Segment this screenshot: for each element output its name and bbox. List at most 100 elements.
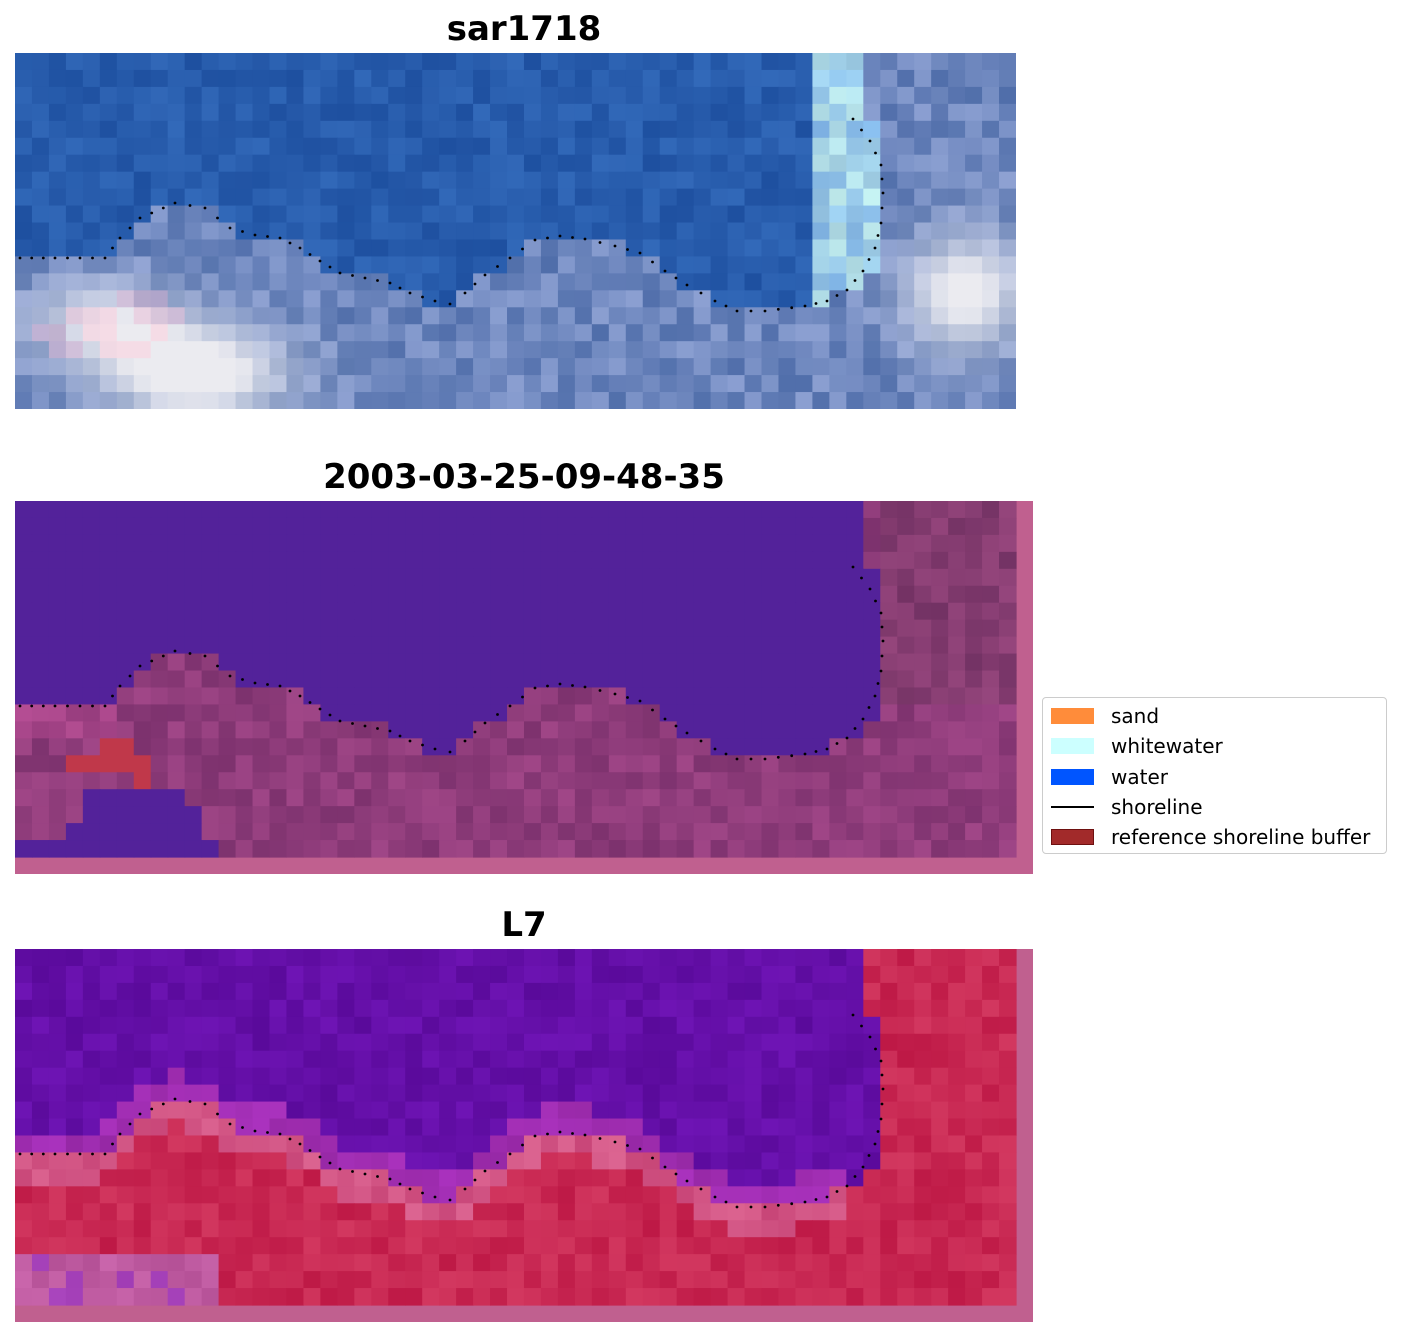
class-pixel: [15, 653, 33, 672]
rgb-pixel: [422, 120, 440, 139]
class-pixel: [303, 551, 321, 570]
rgb-pixel: [676, 273, 695, 291]
class-pixel: [897, 755, 915, 773]
index-pixel: [82, 965, 101, 984]
class-pixel: [574, 551, 593, 570]
rgb-pixel: [625, 103, 644, 122]
rgb-pixel: [863, 358, 881, 376]
class-pixel: [625, 636, 644, 655]
class-pixel: [337, 755, 355, 773]
index-pixel: [999, 965, 1017, 984]
index-pixel: [99, 1033, 118, 1052]
index-pixel: [473, 1237, 491, 1255]
class-pixel: [320, 840, 338, 858]
shoreline-dot: [111, 694, 114, 698]
index-pixel: [829, 1186, 847, 1204]
class-pixel: [523, 501, 542, 519]
index-pixel: [201, 1084, 220, 1103]
index-pixel: [965, 1203, 983, 1221]
class-pixel: [591, 687, 610, 706]
index-pixel: [99, 965, 118, 984]
shoreline-dot: [398, 1182, 402, 1186]
index-pixel: [15, 999, 33, 1018]
class-pixel: [490, 619, 508, 638]
index-pixel: [608, 1271, 627, 1289]
class-pixel: [371, 840, 389, 858]
shoreline-dot: [626, 1144, 629, 1147]
rgb-pixel: [337, 392, 355, 409]
class-pixel: [48, 619, 67, 638]
class-pixel: [507, 670, 525, 689]
rgb-pixel: [761, 222, 780, 241]
shoreline-dot: [161, 206, 165, 210]
class-pixel: [184, 738, 203, 756]
class-pixel: [507, 619, 525, 638]
class-pixel: [608, 585, 627, 604]
class-pixel: [269, 772, 288, 790]
index-pixel: [676, 1016, 695, 1035]
class-pixel: [829, 806, 847, 824]
index-pixel: [591, 1271, 610, 1289]
rgb-pixel: [523, 307, 542, 325]
index-pixel: [48, 1033, 67, 1052]
index-pixel: [15, 1101, 33, 1120]
class-pixel: [320, 772, 338, 790]
class-pixel: [422, 772, 440, 790]
index-pixel: [184, 1152, 203, 1170]
index-pixel: [846, 1135, 864, 1154]
shoreline-dot: [376, 279, 379, 282]
index-pixel: [218, 1203, 237, 1221]
index-pixel: [371, 1050, 389, 1069]
class-pixel: [523, 551, 542, 570]
index-pixel: [303, 1050, 321, 1069]
index-pixel: [405, 1118, 423, 1137]
index-pixel: [625, 1288, 644, 1306]
class-pixel: [914, 806, 932, 824]
rgb-pixel: [540, 69, 559, 88]
index-pixel: [999, 1101, 1017, 1120]
class-pixel: [218, 670, 237, 689]
index-pixel: [456, 1084, 474, 1103]
class-pixel: [218, 501, 237, 519]
rgb-pixel: [99, 86, 118, 105]
index-pixel: [150, 1135, 169, 1154]
shoreline-dot: [613, 244, 617, 248]
shoreline-dot: [546, 684, 549, 688]
rgb-pixel: [676, 188, 695, 207]
index-pixel: [167, 1203, 186, 1221]
rgb-pixel: [829, 358, 847, 376]
index-pixel: [965, 1169, 983, 1187]
class-pixel: [303, 534, 321, 553]
class-pixel: [99, 534, 118, 553]
class-pixel: [201, 501, 220, 519]
class-pixel: [608, 687, 627, 706]
class-pixel: [218, 721, 237, 739]
index-pixel: [931, 1203, 949, 1221]
class-pixel: [863, 704, 881, 722]
rgb-pixel: [965, 205, 983, 224]
shoreline-dot: [713, 1195, 717, 1199]
rgb-pixel: [303, 324, 321, 342]
index-pixel: [897, 1067, 915, 1086]
rgb-pixel: [354, 307, 372, 325]
rgb-pixel: [812, 171, 830, 190]
class-pixel: [897, 501, 915, 519]
rgb-pixel: [812, 120, 830, 139]
rgb-pixel: [523, 154, 542, 173]
class-pixel: [167, 568, 186, 587]
shoreline-dot: [41, 1152, 45, 1156]
rgb-pixel: [184, 222, 203, 241]
class-pixel: [931, 840, 949, 858]
shoreline-dot: [868, 1035, 872, 1039]
shoreline-dot: [228, 1122, 232, 1126]
rgb-pixel: [727, 239, 746, 258]
rgb-pixel: [863, 137, 881, 156]
shoreline-dot: [473, 282, 477, 286]
index-pixel: [303, 1033, 321, 1052]
class-pixel: [133, 636, 152, 655]
class-pixel: [116, 704, 135, 722]
shoreline-dot: [685, 731, 689, 735]
index-pixel: [82, 1271, 101, 1289]
rgb-pixel: [897, 120, 915, 139]
class-pixel: [15, 501, 33, 519]
